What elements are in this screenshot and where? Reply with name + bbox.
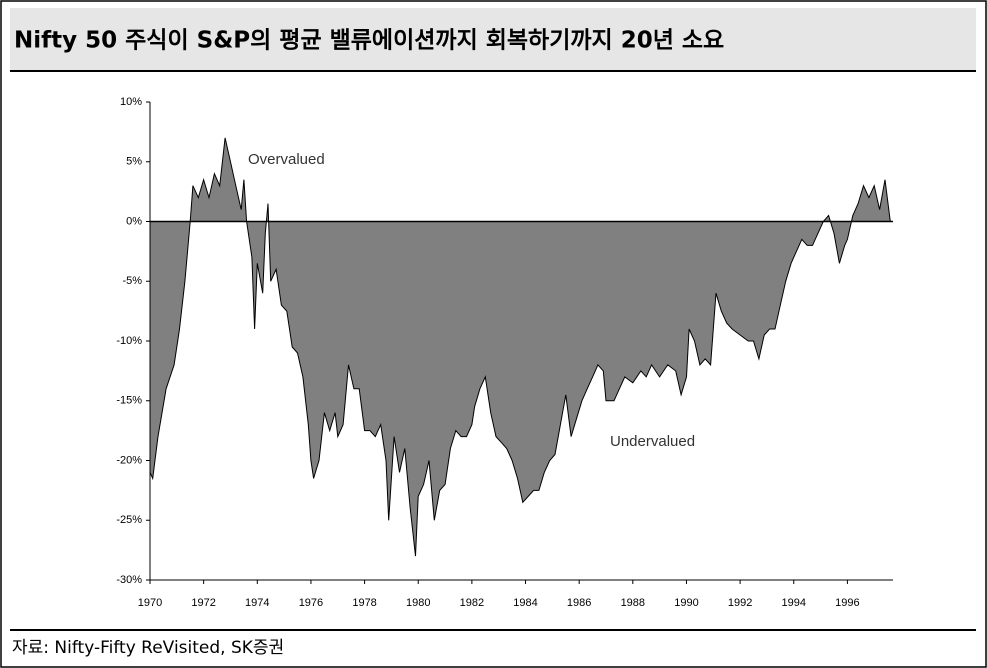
y-tick-label: -10% bbox=[116, 335, 142, 347]
x-tick-label: 1986 bbox=[567, 597, 591, 609]
title-bar bbox=[10, 8, 976, 70]
x-tick-label: 1984 bbox=[513, 597, 537, 609]
y-tick-label: 5% bbox=[126, 156, 142, 168]
source: 자료: Nifty-Fifty ReVisited, SK증권 bbox=[12, 638, 284, 658]
x-tick-label: 1978 bbox=[352, 597, 376, 609]
x-tick-label: 1996 bbox=[835, 597, 859, 609]
y-tick-label: -20% bbox=[116, 454, 142, 466]
y-tick-label: -25% bbox=[116, 514, 142, 526]
x-tick-label: 1976 bbox=[299, 597, 323, 609]
x-tick-label: 1990 bbox=[674, 597, 698, 609]
x-tick-label: 1972 bbox=[191, 597, 215, 609]
x-tick-label: 1994 bbox=[782, 597, 806, 609]
x-tick-label: 1980 bbox=[406, 597, 430, 609]
y-tick-label: 10% bbox=[120, 96, 142, 108]
annotation: Undervalued bbox=[610, 433, 695, 450]
area-outline bbox=[149, 137, 891, 557]
y-tick-label: -15% bbox=[116, 395, 142, 407]
y-tick-label: -5% bbox=[122, 275, 142, 287]
y-tick-label: -30% bbox=[116, 574, 142, 586]
y-tick-label: 0% bbox=[126, 215, 142, 227]
annotation: Overvalued bbox=[248, 151, 325, 168]
x-tick-label: 1992 bbox=[728, 597, 752, 609]
x-tick-label: 1988 bbox=[621, 597, 645, 609]
x-tick-label: 1970 bbox=[138, 597, 162, 609]
chart-title: Nifty 50 주식이 S&P의 평균 밸류에이션까지 회복하기까지 20년 … bbox=[14, 28, 724, 54]
area bbox=[150, 137, 891, 557]
x-tick-label: 1982 bbox=[460, 597, 484, 609]
x-tick-label: 1974 bbox=[245, 597, 269, 609]
